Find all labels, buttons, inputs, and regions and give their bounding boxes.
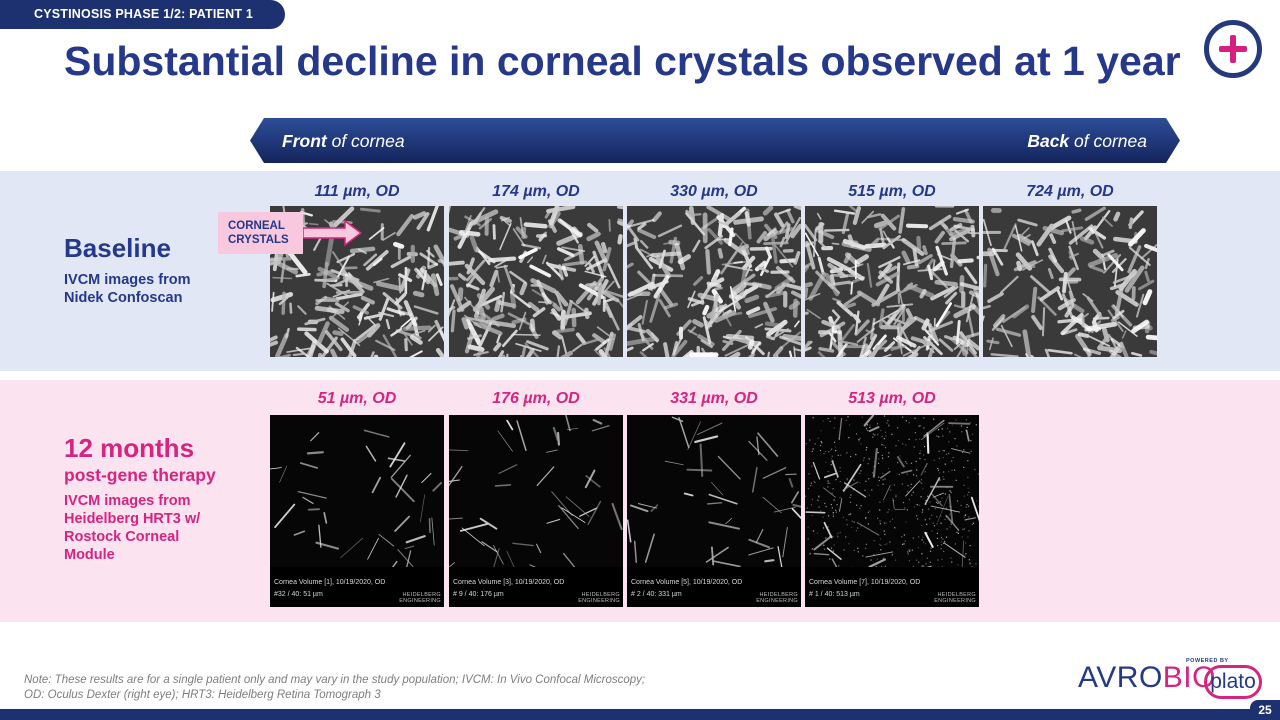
heidelberg-logo: HEIDELBERG ENGINEERING (578, 592, 620, 604)
post-therapy-subtitle: IVCM images from Heidelberg HRT3 w/ Rost… (64, 493, 201, 563)
avrobio-wordmark: AVROBIO (1078, 661, 1216, 694)
footer-bar (0, 709, 1280, 720)
post-image-label: 176 µm, OD (492, 390, 580, 407)
post-image-label: 513 µm, OD (848, 390, 936, 407)
plus-logo-icon (1204, 20, 1262, 78)
post-microscopy-image: Cornea Volume [5], 10/19/2020, OD # 2 / … (627, 415, 801, 607)
cornea-depth-arrow (250, 118, 1180, 163)
image-metadata: Cornea Volume [5], 10/19/2020, OD # 2 / … (627, 567, 801, 607)
plato-logo: plato (1204, 665, 1262, 699)
baseline-image-label: 515 µm, OD (848, 183, 936, 200)
post-microscopy-image: Cornea Volume [1], 10/19/2020, OD #32 / … (270, 415, 444, 607)
post-therapy-subheading: post-gene therapy (64, 465, 216, 485)
image-metadata: Cornea Volume [7], 10/19/2020, OD # 1 / … (805, 567, 979, 607)
baseline-microscopy-image (449, 206, 623, 357)
heidelberg-logo: HEIDELBERG ENGINEERING (399, 592, 441, 604)
baseline-image-label: 174 µm, OD (492, 183, 580, 200)
back-of-cornea-label: Back of cornea (1027, 131, 1147, 151)
section-tag: CYSTINOSIS PHASE 1/2: PATIENT 1 (0, 0, 285, 29)
baseline-heading: Baseline (64, 233, 171, 263)
powered-by-label: POWERED BY (1186, 658, 1229, 664)
baseline-image-label: 724 µm, OD (1026, 183, 1114, 200)
heidelberg-logo: HEIDELBERG ENGINEERING (756, 592, 798, 604)
post-microscopy-image: Cornea Volume [3], 10/19/2020, OD # 9 / … (449, 415, 623, 607)
post-therapy-heading: 12 months (64, 433, 195, 463)
post-image-label: 331 µm, OD (670, 390, 758, 407)
baseline-subtitle: IVCM images from Nidek Confoscan (64, 272, 191, 306)
baseline-microscopy-image (805, 206, 979, 357)
page-title: Substantial decline in corneal crystals … (64, 38, 1181, 84)
image-metadata: Cornea Volume [1], 10/19/2020, OD #32 / … (270, 567, 444, 607)
post-microscopy-image: Cornea Volume [7], 10/19/2020, OD # 1 / … (805, 415, 979, 607)
image-metadata: Cornea Volume [3], 10/19/2020, OD # 9 / … (449, 567, 623, 607)
baseline-microscopy-image (983, 206, 1157, 357)
callout-arrow-icon (303, 220, 363, 246)
heidelberg-logo: HEIDELBERG ENGINEERING (934, 592, 976, 604)
avrobio-logo: AVROBIO POWERED BY plato (1078, 648, 1268, 700)
baseline-microscopy-image (627, 206, 801, 357)
corneal-crystals-callout: CORNEAL CRYSTALS (218, 212, 303, 254)
post-image-label: 51 µm, OD (317, 390, 397, 407)
footnote: Note: These results are for a single pat… (24, 674, 646, 701)
page-number: 25 (1250, 700, 1280, 720)
baseline-image-label: 330 µm, OD (670, 183, 758, 200)
baseline-image-label: 111 µm, OD (314, 183, 400, 200)
front-of-cornea-label: Front of cornea (282, 131, 405, 151)
